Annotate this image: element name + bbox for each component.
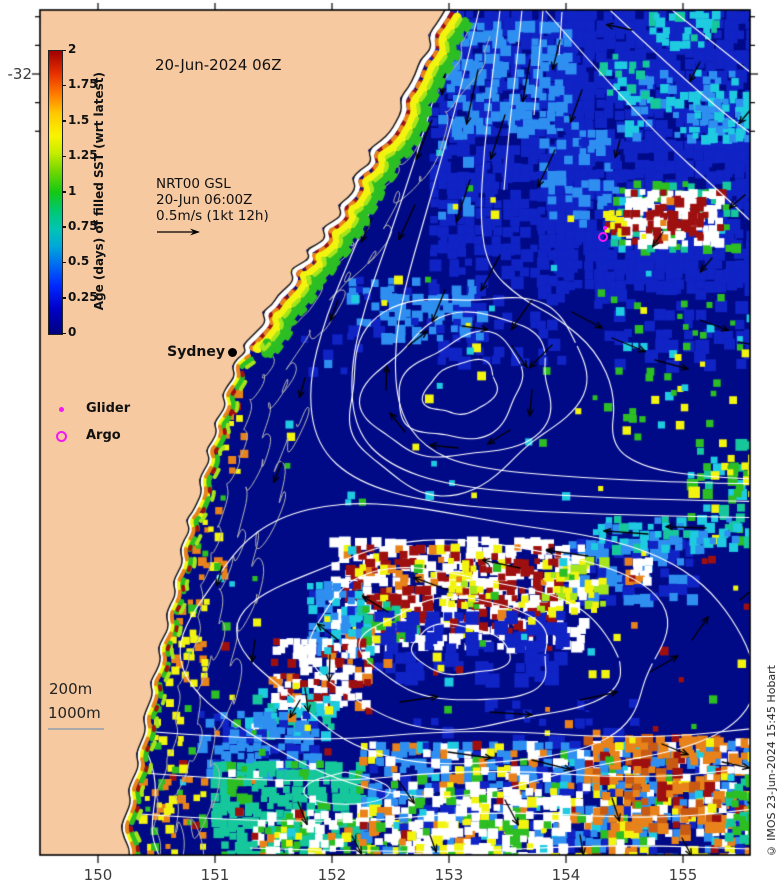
x-tick-label: 154 <box>551 866 581 884</box>
colorbar-tickmark <box>62 332 66 334</box>
colorbar-tickmark <box>62 226 66 228</box>
colorbar-tick-label: 1.5 <box>68 112 90 127</box>
colorbar-tickmark <box>62 49 66 51</box>
nrt-annotation: NRT00 GSL 20-Jun 06:00Z 0.5m/s (1kt 12h) <box>156 176 269 224</box>
sydney-label: Sydney <box>167 344 225 360</box>
colorbar-tickmark <box>62 261 66 264</box>
x-tick-label: 153 <box>434 866 464 884</box>
depth-contour-sample-line <box>48 728 104 730</box>
colorbar-label: Age (days) of filled SST (wrt latest) <box>92 50 106 333</box>
x-tick-label: 155 <box>668 866 698 884</box>
colorbar-tick-label: 0.5 <box>68 254 90 269</box>
colorbar-tick-label: 1.25 <box>68 148 98 163</box>
colorbar-tick-label: 0.75 <box>68 218 98 233</box>
legend-label-argo: Argo <box>86 428 121 443</box>
colorbar-tickmark <box>62 155 66 158</box>
colorbar-tickmark <box>62 120 66 122</box>
colorbar-tickmark <box>62 191 66 193</box>
sydney-dot <box>228 348 237 357</box>
legend-label-glider: Glider <box>86 401 131 416</box>
credit-text: © IMOS 23-Jun-2024 15:45 Hobart <box>765 664 778 857</box>
argo-legend-marker-icon <box>56 431 67 442</box>
colorbar-tick-label: 0.25 <box>68 289 98 304</box>
colorbar-tickmark <box>62 84 66 87</box>
colorbar-tick-label: 2 <box>68 42 77 56</box>
date-title: 20-Jun-2024 06Z <box>155 56 282 74</box>
colorbar-tick-label: 1 <box>68 183 77 198</box>
colorbar-tickmark <box>62 297 66 299</box>
nrt-line3: 0.5m/s (1kt 12h) <box>156 208 269 224</box>
y-tick-label: -32 <box>7 65 33 83</box>
glider-legend-marker-icon <box>59 407 64 412</box>
glider-marker <box>603 226 607 230</box>
colorbar-label-text: Age (days) of filled SST (wrt latest) <box>92 72 106 311</box>
scale-arrow-icon <box>157 228 200 236</box>
colorbar-gradient <box>48 50 63 335</box>
colorbar: 0 0.25 0.5 0.75 1 1.25 1.5 1.75 2 <box>48 42 98 339</box>
depth-label-200m: 200m <box>49 680 93 698</box>
nrt-line1: NRT00 GSL <box>156 176 231 192</box>
x-tick-label: 150 <box>83 866 113 884</box>
depth-label-1000m: 1000m <box>48 704 101 722</box>
colorbar-tick-label: 0 <box>68 325 77 339</box>
argo-float-marker <box>598 232 608 242</box>
x-tick-label: 151 <box>200 866 230 884</box>
x-tick-label: 152 <box>317 866 347 884</box>
nrt-line2: 20-Jun 06:00Z <box>156 192 253 208</box>
colorbar-tick-label: 1.75 <box>68 77 98 92</box>
